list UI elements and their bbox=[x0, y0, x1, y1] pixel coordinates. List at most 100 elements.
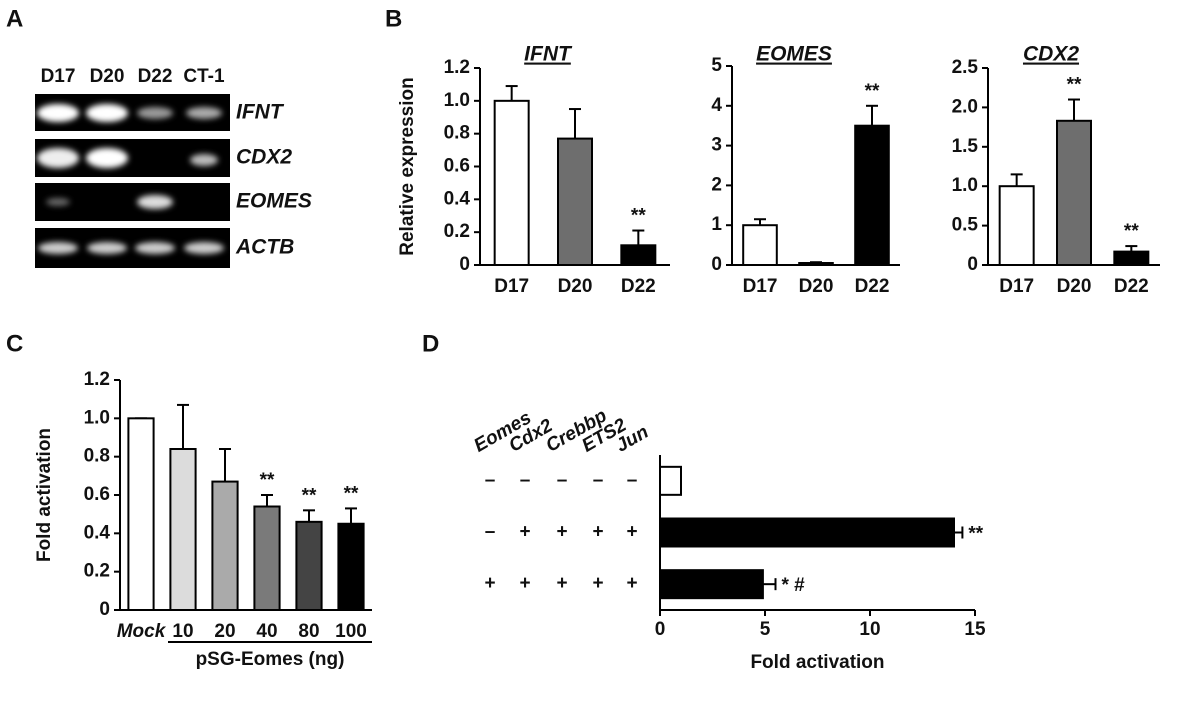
y-tick-label: 0.2 bbox=[84, 561, 110, 582]
x-tick-label: 40 bbox=[256, 621, 277, 642]
y-tick-label: 1 bbox=[711, 214, 722, 235]
panel-label: A bbox=[6, 5, 23, 32]
condition-sign: – bbox=[557, 470, 568, 491]
y-tick-label: 0.8 bbox=[84, 446, 110, 467]
bar bbox=[742, 224, 778, 266]
x-tick-label: D17 bbox=[999, 276, 1034, 297]
x-tick-label: 100 bbox=[335, 621, 367, 642]
condition-sign: + bbox=[556, 573, 567, 594]
y-tick-label: 5 bbox=[711, 55, 722, 76]
x-tick-label: D22 bbox=[621, 276, 656, 297]
x-tick-label: Mock bbox=[117, 621, 167, 642]
condition-sign: + bbox=[626, 522, 637, 543]
gene-label: ACTB bbox=[235, 236, 294, 259]
y-axis-label: Relative expression bbox=[397, 77, 418, 255]
x-tick-label: 80 bbox=[298, 621, 319, 642]
x-tick-label: 5 bbox=[760, 619, 771, 640]
y-tick-label: 0 bbox=[711, 254, 722, 275]
x-tick-label: D22 bbox=[855, 276, 890, 297]
x-tick-label: D17 bbox=[494, 276, 529, 297]
y-tick-label: 1.2 bbox=[84, 369, 110, 390]
annotation: ** bbox=[631, 206, 646, 227]
bar bbox=[557, 137, 593, 266]
annotation: * # bbox=[782, 575, 806, 596]
bar bbox=[659, 465, 682, 496]
bar bbox=[295, 520, 323, 611]
bar bbox=[1113, 250, 1150, 267]
annotation: ** bbox=[260, 470, 275, 491]
lane-label: D17 bbox=[41, 66, 76, 87]
gel-bands bbox=[37, 104, 224, 254]
condition-sign: + bbox=[556, 522, 567, 543]
condition-sign: – bbox=[520, 470, 531, 491]
condition-sign: – bbox=[593, 470, 604, 491]
chart-title: IFNT bbox=[524, 43, 573, 66]
x-tick-label: D22 bbox=[1114, 276, 1149, 297]
y-tick-label: 1.2 bbox=[444, 57, 470, 78]
bar bbox=[798, 262, 834, 267]
annotation: ** bbox=[865, 81, 880, 102]
condition-sign: – bbox=[485, 522, 496, 543]
y-axis-label: Fold activation bbox=[34, 428, 55, 562]
x-tick-label: 10 bbox=[172, 621, 193, 642]
panel-label: D bbox=[422, 330, 439, 357]
bar bbox=[854, 124, 890, 266]
y-tick-label: 2.0 bbox=[952, 96, 978, 117]
x-tick-label: D17 bbox=[743, 276, 778, 297]
y-tick-label: 0.4 bbox=[84, 522, 111, 543]
x-tick-label: 15 bbox=[964, 619, 986, 640]
x-tick-label: 10 bbox=[859, 619, 880, 640]
bar bbox=[253, 505, 281, 611]
chart-title: EOMES bbox=[756, 43, 832, 66]
y-tick-label: 2 bbox=[711, 174, 722, 195]
annotation: ** bbox=[968, 524, 983, 545]
annotation: ** bbox=[1067, 75, 1082, 96]
bar bbox=[211, 480, 239, 612]
gene-label: IFNT bbox=[236, 101, 285, 124]
bar bbox=[493, 99, 530, 267]
bar bbox=[337, 522, 365, 611]
y-tick-label: 1.5 bbox=[952, 136, 979, 157]
panel-label: B bbox=[385, 5, 402, 32]
bar bbox=[169, 448, 197, 611]
y-tick-label: 0 bbox=[967, 254, 978, 275]
y-tick-label: 0.6 bbox=[444, 156, 470, 177]
y-tick-label: 0.4 bbox=[444, 188, 471, 209]
bar bbox=[620, 244, 657, 267]
gene-label: CDX2 bbox=[236, 146, 292, 169]
condition-sign: + bbox=[592, 522, 603, 543]
condition-sign: + bbox=[484, 573, 495, 594]
x-tick-label: 0 bbox=[655, 619, 666, 640]
x-tick-label: 20 bbox=[214, 621, 235, 642]
annotation: ** bbox=[344, 483, 359, 504]
y-tick-label: 0.6 bbox=[84, 484, 110, 505]
lane-label: CT-1 bbox=[183, 66, 225, 87]
chart-title: CDX2 bbox=[1023, 43, 1079, 66]
x-axis-label: Fold activation bbox=[750, 652, 884, 673]
x-tick-label: D20 bbox=[1057, 276, 1092, 297]
condition-sign: + bbox=[626, 573, 637, 594]
y-tick-label: 3 bbox=[711, 135, 722, 156]
x-tick-label: D20 bbox=[799, 276, 834, 297]
y-tick-label: 0.8 bbox=[444, 123, 470, 144]
lane-label: D22 bbox=[138, 66, 173, 87]
y-tick-label: 0 bbox=[459, 254, 470, 275]
y-tick-label: 0.2 bbox=[444, 221, 470, 242]
gene-label: EOMES bbox=[236, 190, 312, 213]
bar bbox=[998, 185, 1035, 266]
gel: D17 D20 D22 CT-1 IFNT CDX2 EOMES ACTB bbox=[35, 66, 312, 268]
condition-sign: + bbox=[519, 522, 530, 543]
condition-sign: – bbox=[485, 470, 496, 491]
y-tick-label: 1.0 bbox=[444, 90, 470, 111]
y-tick-label: 4 bbox=[711, 95, 722, 116]
y-tick-label: 1.0 bbox=[952, 175, 978, 196]
y-tick-label: 0.5 bbox=[952, 215, 979, 236]
panel-label: C bbox=[6, 330, 23, 357]
x-tick-label: D20 bbox=[558, 276, 593, 297]
x-axis-label: pSG-Eomes (ng) bbox=[196, 649, 345, 670]
condition-sign: – bbox=[627, 470, 638, 491]
y-tick-label: 0 bbox=[99, 599, 110, 620]
bar bbox=[659, 569, 764, 600]
